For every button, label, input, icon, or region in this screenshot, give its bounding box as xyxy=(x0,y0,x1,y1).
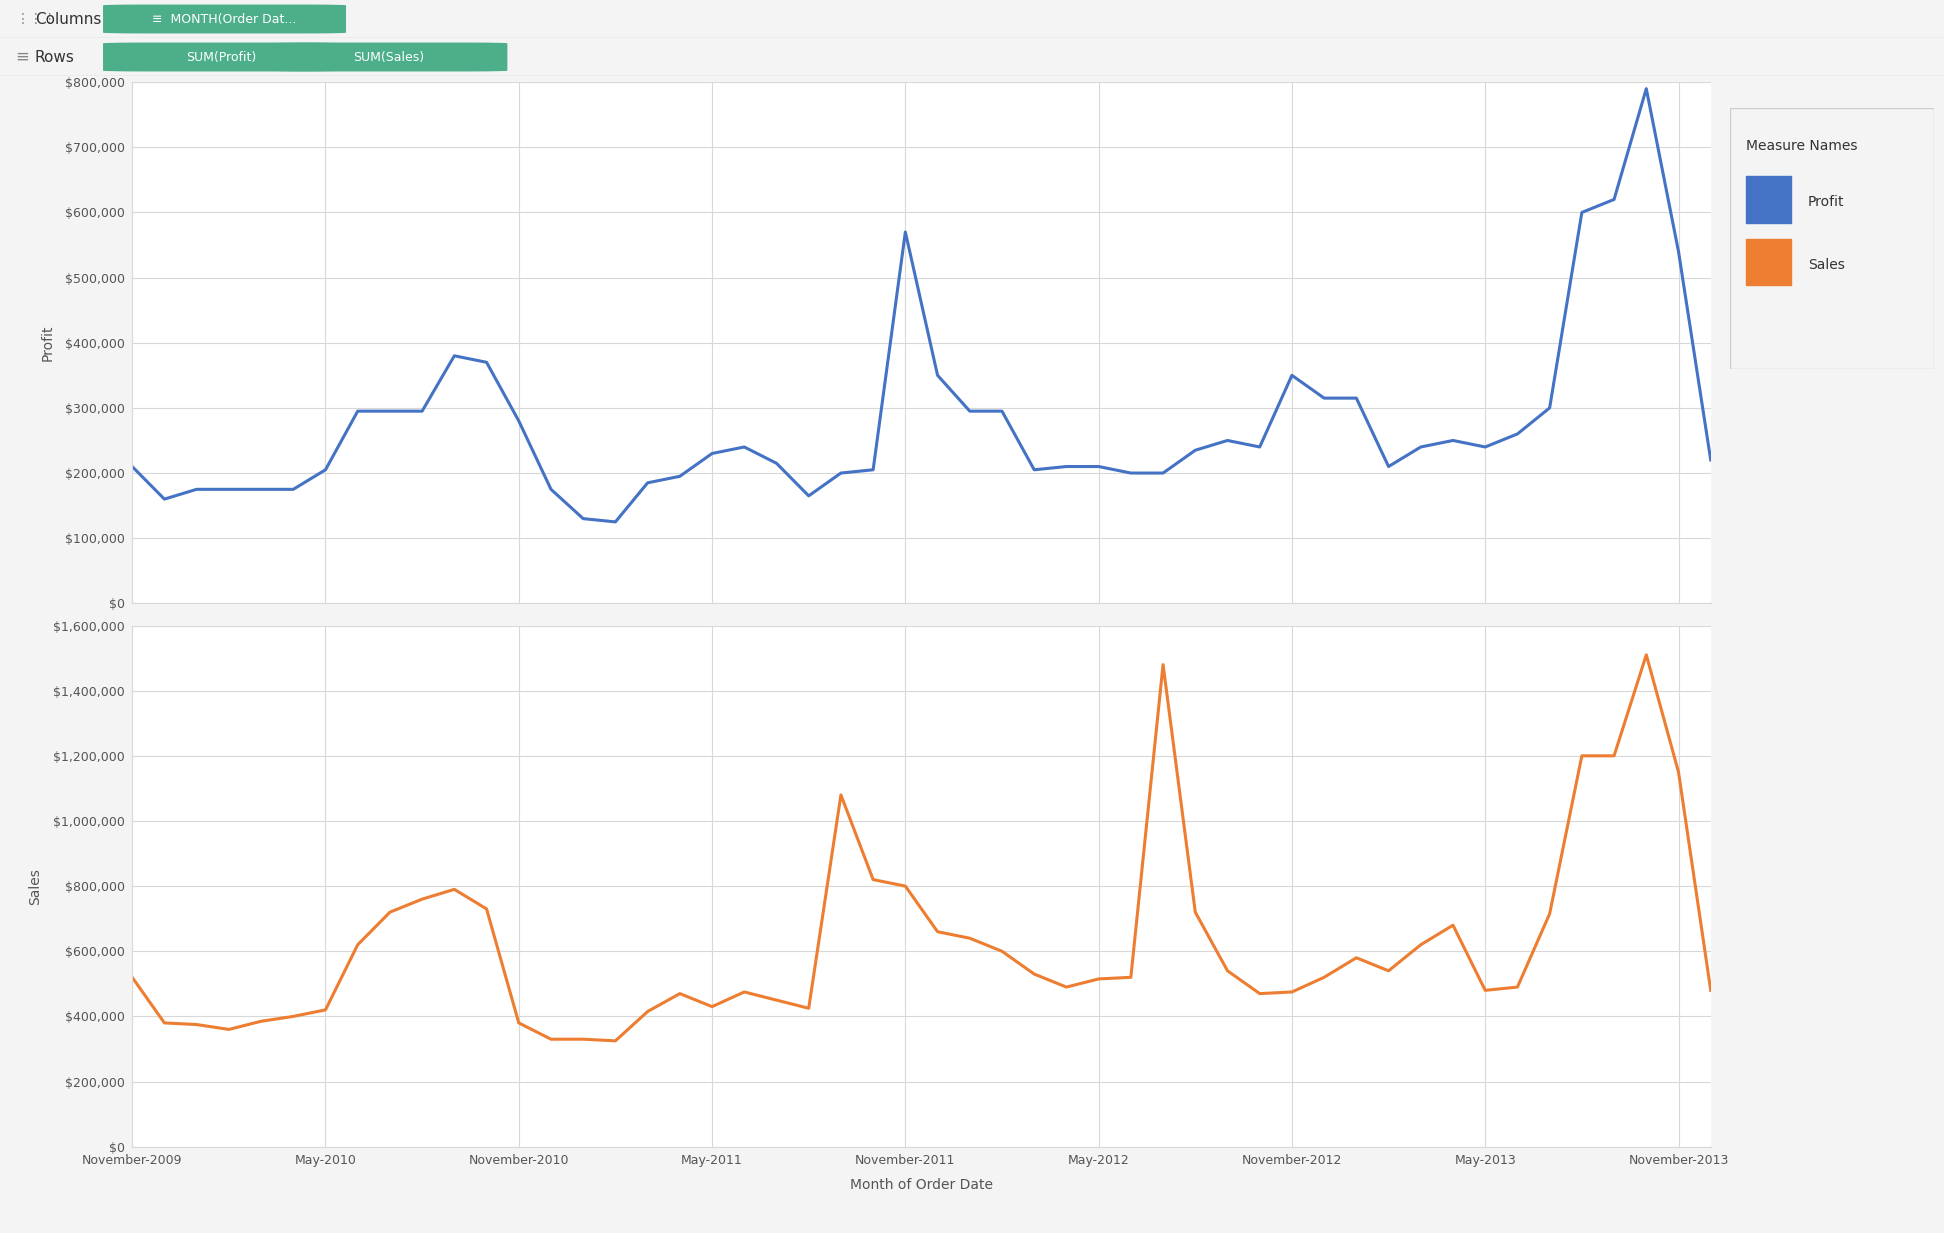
Text: SUM(Profit): SUM(Profit) xyxy=(187,51,257,64)
Y-axis label: Sales: Sales xyxy=(29,868,43,905)
Text: Sales: Sales xyxy=(1808,258,1845,271)
Text: Rows: Rows xyxy=(35,49,76,64)
Text: ≡: ≡ xyxy=(16,48,29,67)
Bar xyxy=(1746,176,1792,223)
FancyBboxPatch shape xyxy=(103,5,346,33)
X-axis label: Month of Order Date: Month of Order Date xyxy=(850,1178,993,1192)
Text: ⋮⋮⋮: ⋮⋮⋮ xyxy=(16,12,56,26)
Y-axis label: Profit: Profit xyxy=(41,324,54,361)
Text: ≡  MONTH(Order Dat...: ≡ MONTH(Order Dat... xyxy=(152,12,297,26)
Text: Profit: Profit xyxy=(1808,195,1845,210)
FancyBboxPatch shape xyxy=(103,43,340,72)
FancyBboxPatch shape xyxy=(270,43,507,72)
Text: Measure Names: Measure Names xyxy=(1746,139,1858,153)
Bar xyxy=(1746,238,1792,285)
Text: Columns: Columns xyxy=(35,11,101,26)
Text: SUM(Sales): SUM(Sales) xyxy=(354,51,424,64)
